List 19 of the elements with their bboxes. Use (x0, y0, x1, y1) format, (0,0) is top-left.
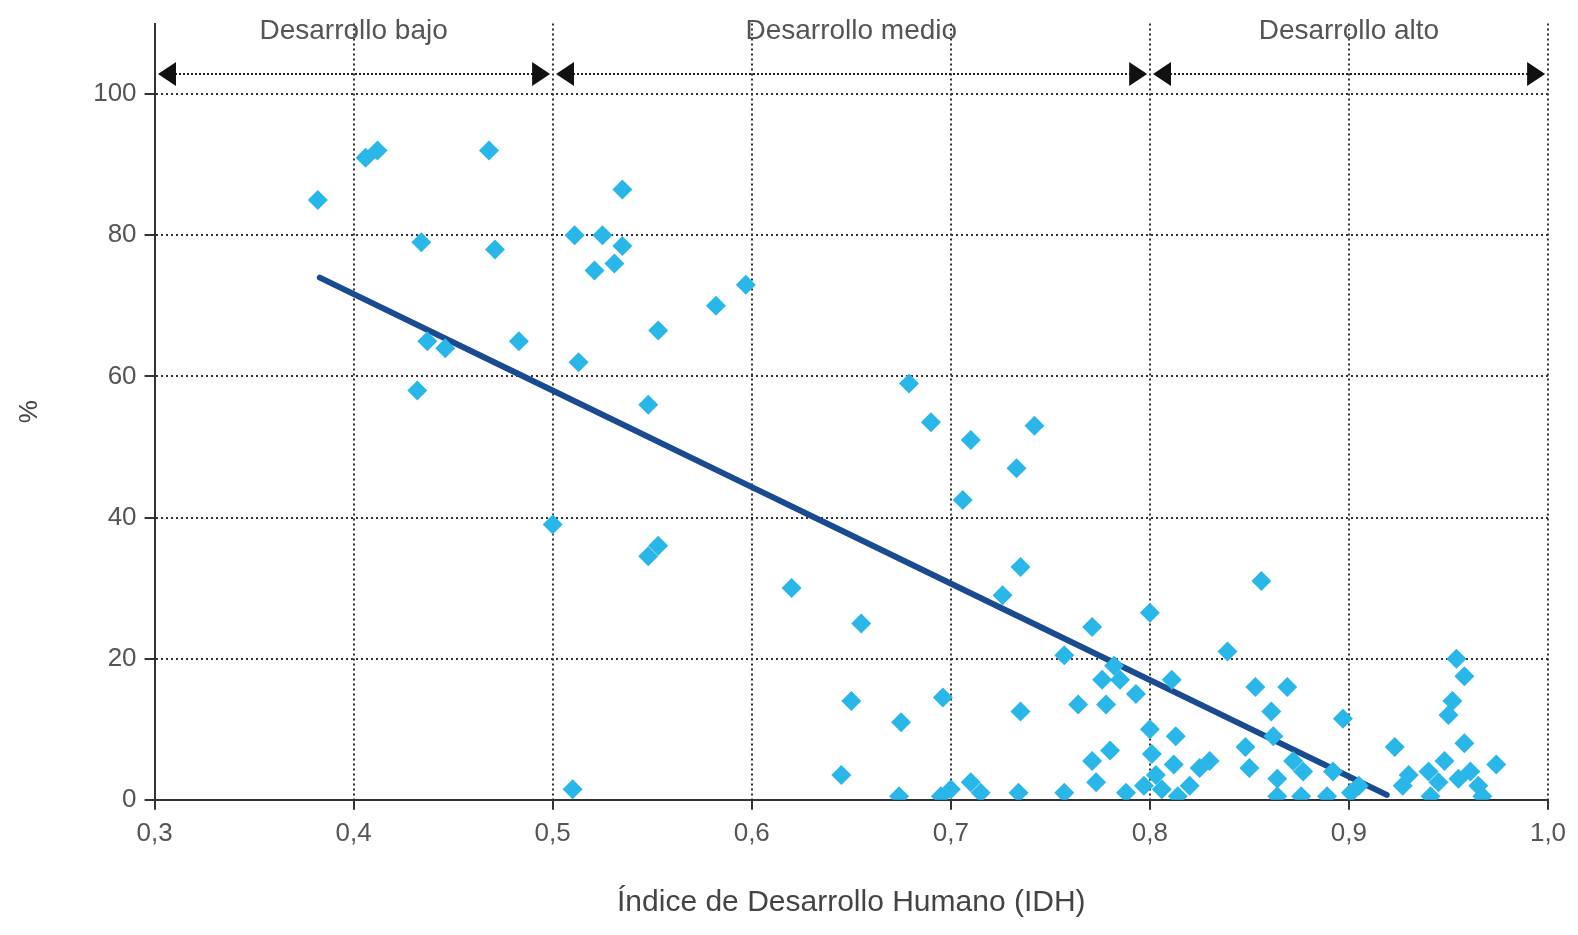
y-tick-label: 100 (93, 77, 137, 108)
x-tick-label: 0,5 (534, 816, 571, 847)
y-tick-label: 20 (107, 641, 137, 672)
annotation: Desarrollo medio (745, 14, 958, 46)
x-tick-label: 0,7 (932, 816, 969, 847)
x-tick-label: 1,0 (1529, 816, 1567, 847)
y-tick-label: 60 (107, 359, 137, 390)
x-tick-label: 0,9 (1330, 816, 1368, 847)
annotation: Desarrollo alto (1258, 14, 1440, 46)
x-tick-label: 0,8 (1131, 816, 1168, 847)
x-tick-label: 0,6 (733, 816, 770, 847)
x-tick-label: 0,3 (136, 816, 173, 847)
x-tick-label: 0,4 (335, 816, 372, 847)
y-tick-label: 40 (107, 500, 137, 531)
annotation: Desarrollo bajo (259, 14, 448, 46)
x-axis-title: Índice de Desarrollo Humano (IDH) (617, 884, 1086, 918)
y-axis-title: % (12, 400, 43, 424)
y-tick-label: 80 (107, 218, 137, 249)
y-tick-label: 0 (122, 782, 137, 813)
